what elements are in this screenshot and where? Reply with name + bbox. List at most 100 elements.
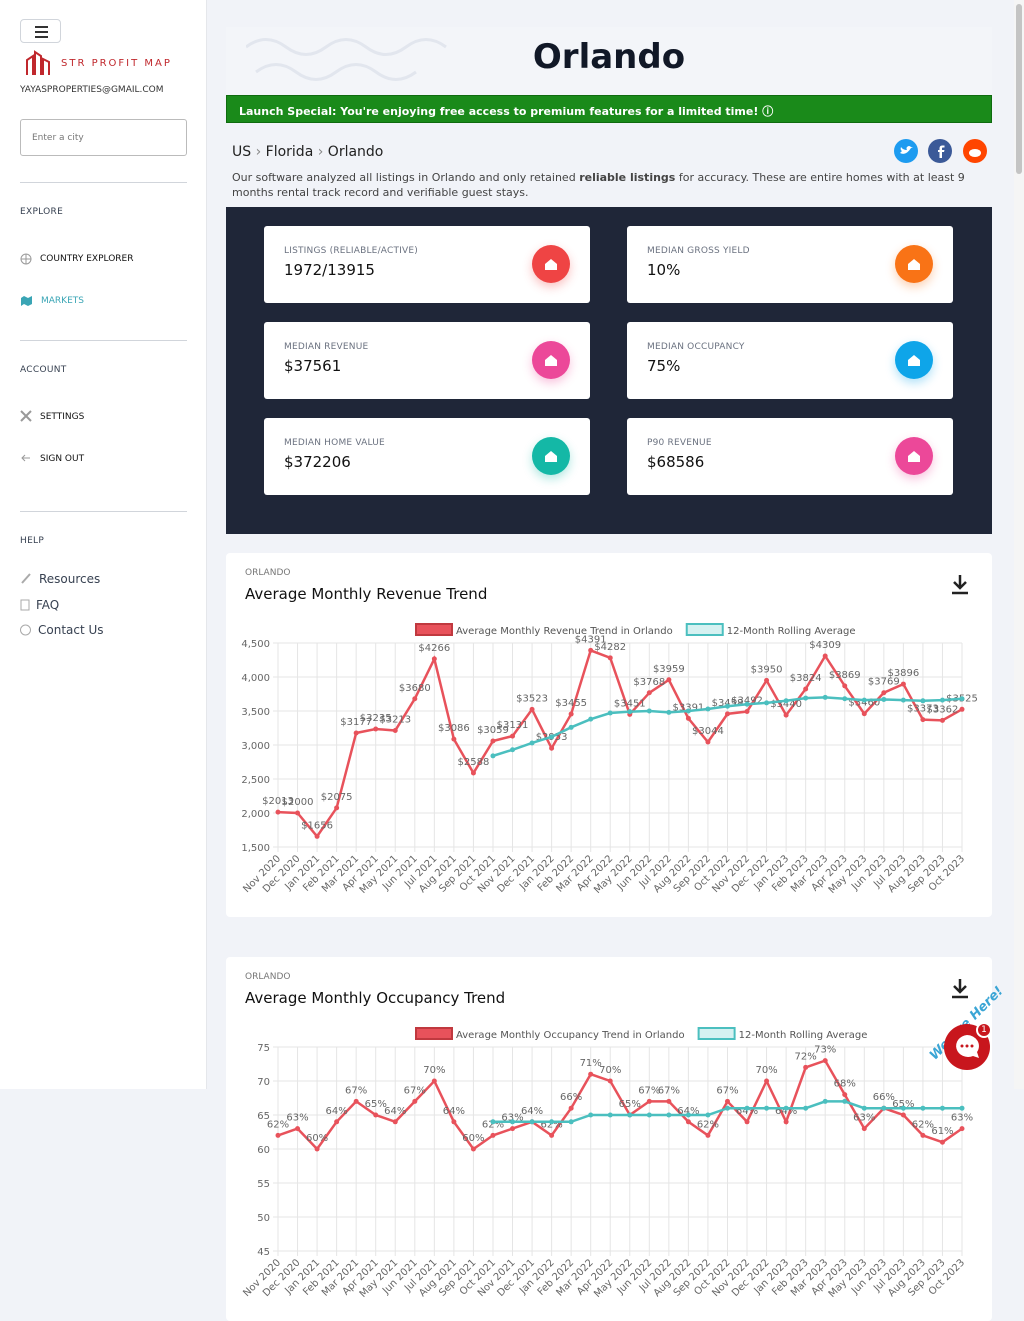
data-point [353, 1098, 359, 1104]
chat-icon [956, 1035, 979, 1058]
help-item[interactable]: FAQ [36, 598, 60, 612]
data-point [373, 1112, 379, 1118]
help-item[interactable]: Contact Us [38, 623, 104, 637]
data-point [470, 1146, 476, 1152]
data-point [529, 740, 535, 746]
crumb[interactable]: Florida [265, 144, 314, 160]
crumb[interactable]: US [232, 144, 252, 160]
data-label: 62% [697, 1119, 719, 1130]
legend-label: Average Monthly Revenue Trend in Orlando [456, 626, 673, 637]
data-point [549, 1119, 555, 1125]
glyph [545, 451, 557, 462]
nav-item[interactable]: COUNTRY EXPLORER [40, 254, 134, 264]
data-label: 60% [306, 1133, 328, 1144]
data-point [549, 745, 555, 751]
data-label: $3455 [555, 698, 587, 709]
data-point [959, 696, 965, 702]
data-point [666, 1098, 672, 1104]
data-point [724, 1098, 730, 1104]
data-point [959, 1105, 965, 1111]
chat-widget[interactable]: We Are Here! 1 [910, 984, 1020, 1080]
data-label: $3362 [927, 704, 959, 715]
data-label: $3177 [340, 717, 372, 728]
logo-icon [26, 50, 50, 75]
data-point [588, 1112, 594, 1118]
icon-glyph [545, 451, 557, 462]
data-label: 65% [619, 1099, 641, 1110]
data-label: $3391 [672, 702, 704, 713]
data-label: 64% [521, 1106, 543, 1117]
data-label: 67% [658, 1085, 680, 1096]
divider [20, 511, 187, 512]
chart-card: ORLANDO Average Monthly Occupancy Trend No… [226, 957, 992, 1321]
y-tick-label: 4,000 [241, 673, 270, 684]
header-pattern [246, 38, 447, 81]
data-point [920, 1132, 926, 1138]
stat-card: P90 REVENUE $68586 [627, 418, 953, 495]
data-point [900, 681, 906, 687]
data-point [646, 1112, 652, 1118]
series-line [277, 648, 963, 839]
data-point [510, 747, 516, 753]
download-button[interactable] [952, 979, 968, 999]
data-point [607, 1112, 613, 1118]
divider [20, 182, 187, 183]
glyph [908, 355, 920, 366]
data-label: 68% [834, 1079, 856, 1090]
data-point [842, 683, 848, 689]
stat-value: 75% [647, 357, 681, 375]
data-point [412, 1098, 418, 1104]
data-point [470, 770, 476, 776]
data-point [451, 1119, 457, 1125]
scroll-thumb[interactable] [1016, 4, 1022, 174]
data-point [431, 656, 437, 662]
data-label: $3451 [614, 698, 646, 709]
data-point [412, 696, 418, 702]
data-point [490, 738, 496, 744]
section-title: EXPLORE [20, 207, 64, 217]
y-tick-label: 55 [257, 1179, 270, 1190]
map-icon [21, 296, 32, 306]
stat-icon [895, 437, 933, 475]
nav-item[interactable]: SIGN OUT [40, 454, 85, 464]
legend-swatch [415, 623, 453, 636]
y-tick-label: 4,500 [241, 639, 270, 650]
data-point [666, 1112, 672, 1118]
data-point [275, 1132, 281, 1138]
data-label: $3044 [692, 726, 724, 737]
data-point [568, 711, 574, 717]
download-button[interactable] [952, 575, 968, 595]
city-search[interactable]: Enter a city [20, 119, 187, 156]
brush-icon [21, 573, 31, 584]
data-point [764, 1078, 770, 1084]
glyph [908, 259, 920, 270]
data-point [334, 1119, 340, 1125]
data-label: 63% [853, 1113, 875, 1124]
data-point [842, 1098, 848, 1104]
data-point [881, 690, 887, 696]
data-point [744, 1119, 750, 1125]
glyph [545, 355, 557, 366]
data-label: $4309 [809, 640, 841, 651]
launch-banner: Launch Special: You're enjoying free acc… [226, 95, 992, 123]
data-point [568, 1105, 574, 1111]
data-point [666, 677, 672, 683]
help-item[interactable]: Resources [39, 572, 101, 586]
divider [20, 340, 187, 341]
data-point [588, 716, 594, 722]
data-point [939, 697, 945, 703]
menu-button[interactable] [20, 19, 61, 43]
y-tick-label: 60 [257, 1145, 270, 1156]
data-label: 63% [951, 1113, 973, 1124]
data-point [881, 696, 887, 702]
section-title: HELP [20, 536, 45, 546]
data-point [764, 1105, 770, 1111]
legend-label: 12-Month Rolling Average [739, 1030, 868, 1041]
city-header: Orlando [226, 27, 992, 95]
data-label: 67% [404, 1085, 426, 1096]
nav-item[interactable]: SETTINGS [40, 412, 85, 422]
data-point [646, 1098, 652, 1104]
data-point [803, 695, 809, 701]
nav-item-active[interactable]: MARKETS [41, 296, 84, 306]
contact-icon [20, 624, 31, 636]
